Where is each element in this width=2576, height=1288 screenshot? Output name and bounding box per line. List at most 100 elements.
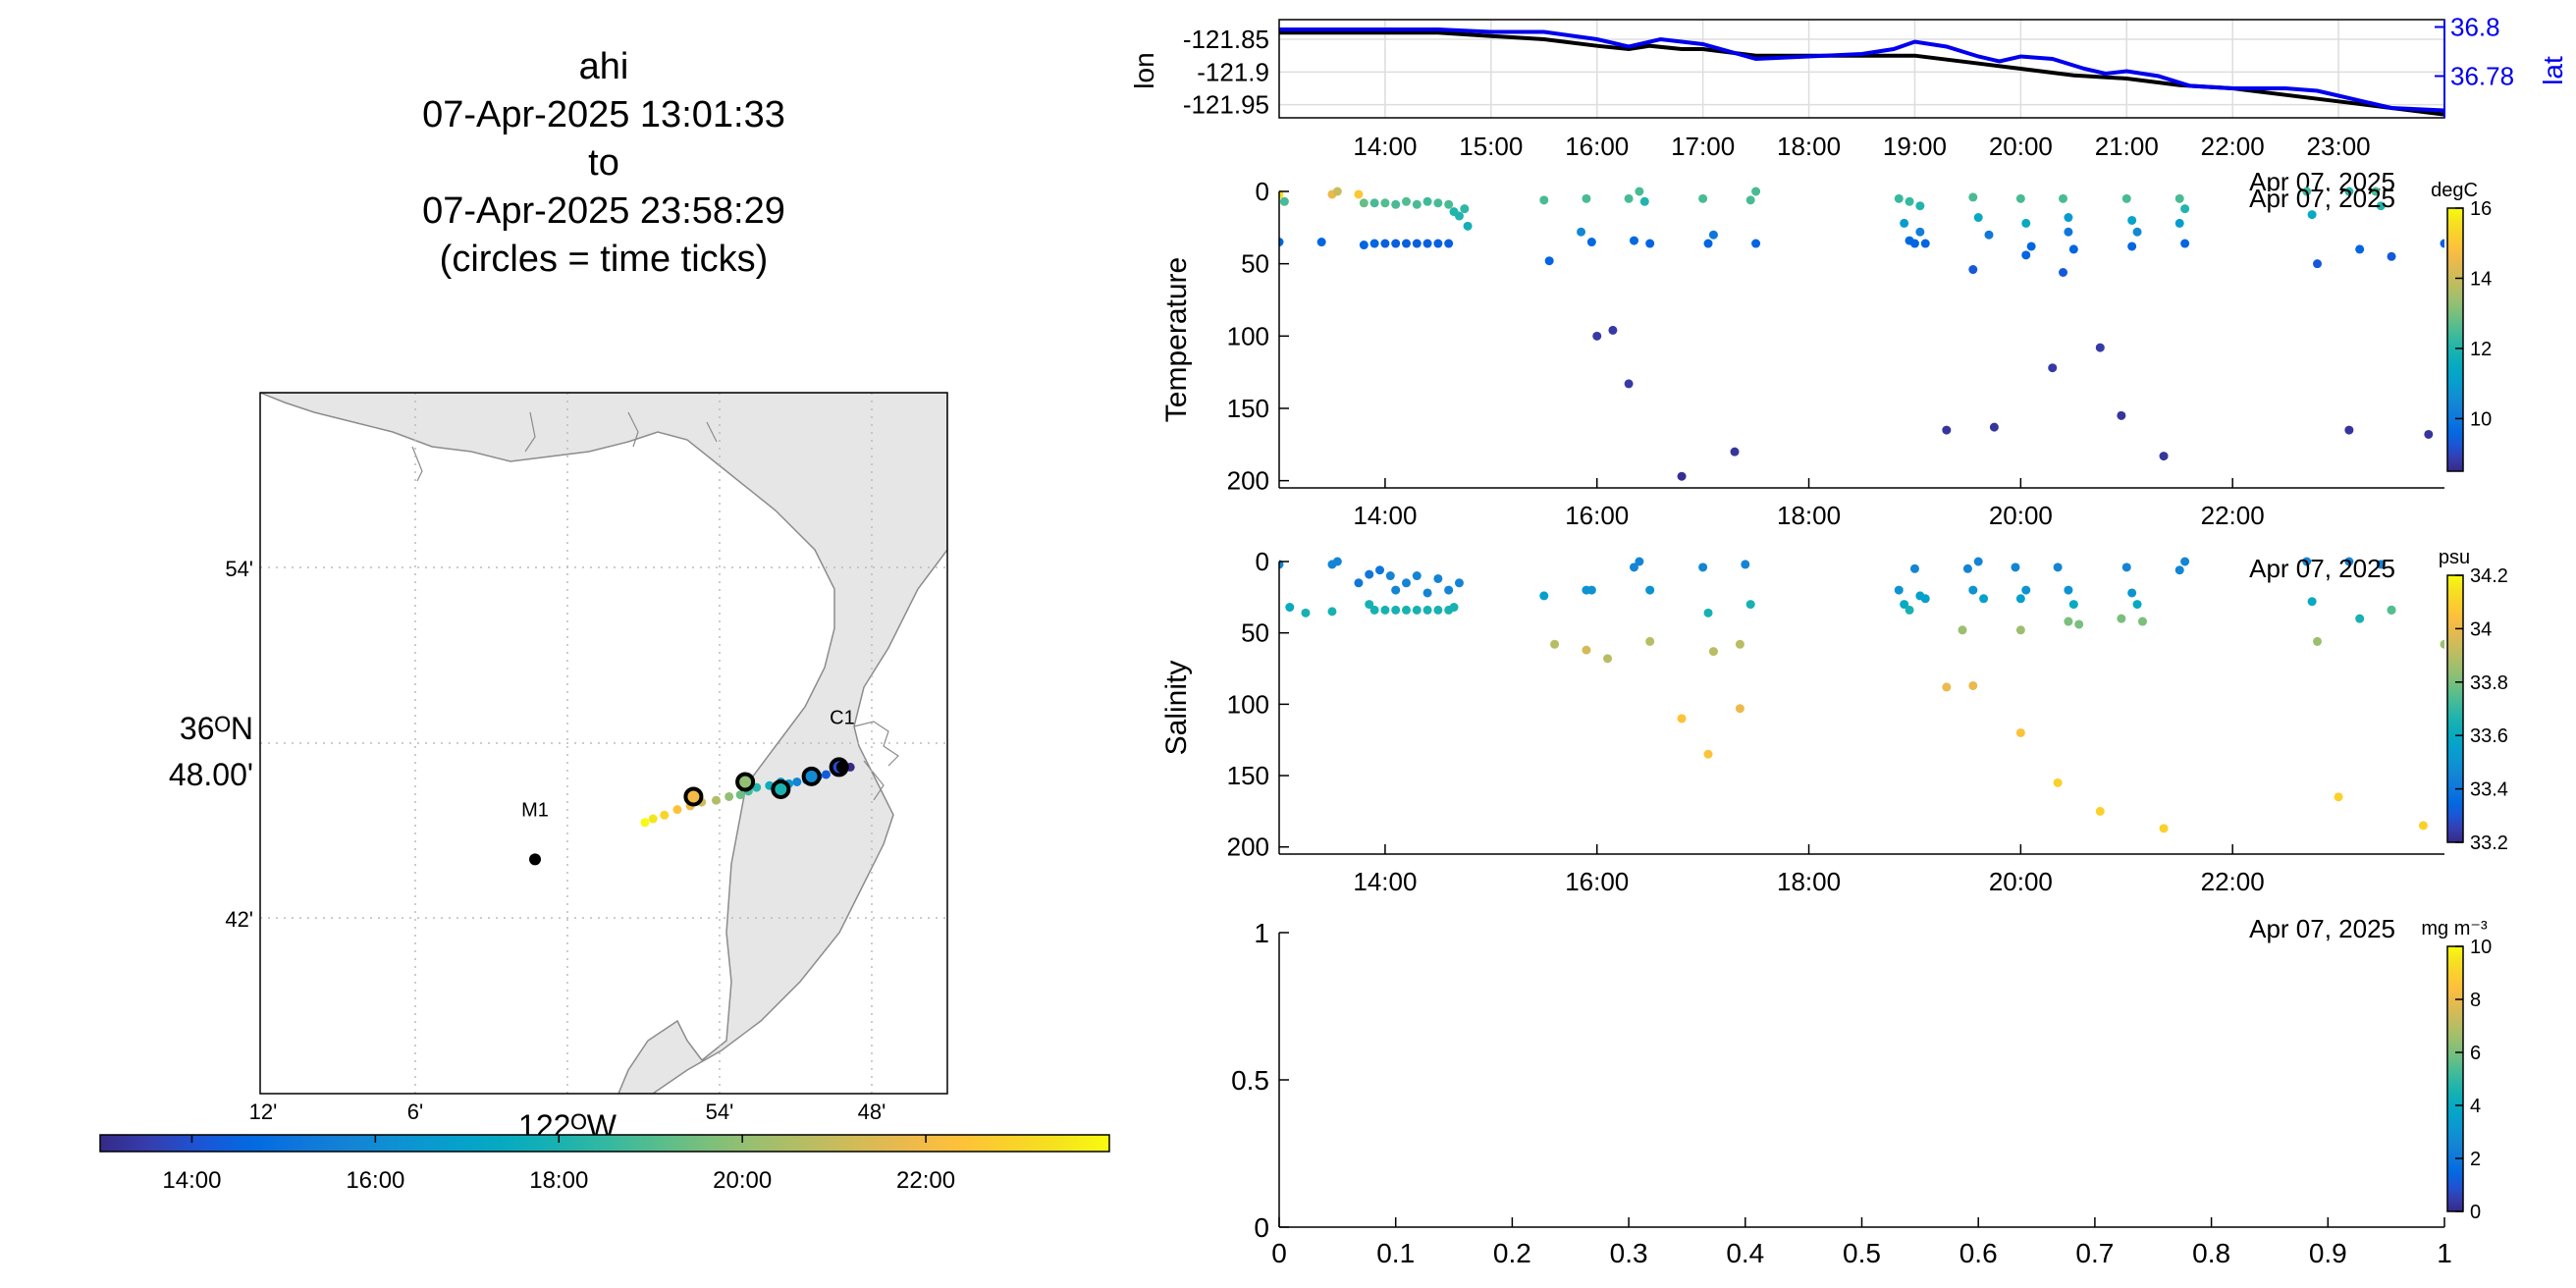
lon-lat-x-tick-label: 21:00: [2095, 132, 2159, 161]
track-point: [660, 810, 670, 820]
track-map: 54' 36ᴼN 48.00' 42' 12' 6' 122ᴼW 54' 48'…: [169, 392, 948, 1144]
data-point: [2180, 204, 2190, 214]
colorbar-tick-label: 4: [2470, 1096, 2481, 1117]
data-point: [1920, 239, 1930, 248]
data-point: [1968, 265, 1978, 275]
map-land: [260, 393, 947, 1094]
title-line-1: ahi: [579, 46, 629, 87]
x-tick-label: 0.3: [1610, 1238, 1648, 1268]
data-point: [1401, 605, 1411, 615]
x-tick-label: 22:00: [2201, 867, 2265, 896]
data-point: [1905, 196, 1914, 206]
data-point: [1401, 578, 1411, 588]
data-point: [2059, 193, 2068, 203]
map-x-tick-6: 6': [407, 1100, 423, 1124]
x-tick-label: 16:00: [1565, 867, 1629, 896]
data-point: [1635, 187, 1644, 196]
data-point: [1920, 594, 1930, 604]
lon-lat-x-tick-label: 19:00: [1883, 132, 1947, 161]
temperature_section-colorbar-units: degC: [2431, 180, 2478, 201]
data-point: [1391, 585, 1401, 595]
data-point: [1365, 569, 1374, 579]
lon-axis-label: lon: [1129, 52, 1159, 88]
x-tick-label: 0.1: [1376, 1238, 1415, 1268]
temperature-panel: 0 50 100 150 200 14:00 16:00 18:00 20:00 22:00 Tem…: [1160, 177, 2492, 530]
data-point: [2344, 425, 2354, 435]
data-point: [1645, 239, 1655, 248]
time-colorbar-tick-label: 14:00: [162, 1167, 221, 1194]
time-colorbar-tick-label: 16:00: [346, 1167, 404, 1194]
data-point: [1369, 198, 1379, 208]
coast-detail: [853, 721, 899, 801]
data-point: [1645, 585, 1655, 595]
y-tick-label: 1: [1254, 918, 1269, 948]
lon-y-tick-label: -121.95: [1183, 90, 1269, 120]
x-tick-label: 0.5: [1843, 1238, 1881, 1268]
data-point: [2371, 187, 2381, 196]
salinity_section-date-label: Apr 07, 2025: [2249, 554, 2395, 583]
data-point: [1698, 193, 1708, 203]
data-point: [2137, 617, 2147, 626]
colorbar-tick-label: 14: [2470, 268, 2492, 290]
x-tick-label: 0.6: [1959, 1238, 1998, 1268]
data-point: [1900, 600, 1909, 610]
station-label: M1: [521, 799, 549, 821]
data-point: [1900, 218, 1909, 228]
data-point: [1444, 239, 1454, 248]
lat-y-tick-label: 36.8: [2450, 13, 2500, 42]
temperature_section-axis-label: Temperature: [1160, 257, 1193, 422]
data-point: [2059, 267, 2068, 277]
data-point: [2015, 727, 2025, 737]
data-point: [1385, 571, 1395, 581]
data-point: [1608, 325, 1618, 335]
map-frame: [259, 392, 948, 1095]
x-tick-label: 0.2: [1493, 1238, 1531, 1268]
data-point: [1586, 585, 1596, 595]
track-point: [648, 814, 658, 824]
data-point: [2159, 824, 2169, 833]
temperature_section-plot-area: [1279, 191, 2444, 488]
data-point: [1698, 563, 1708, 572]
lon-y-tick-label: -121.9: [1197, 57, 1269, 86]
map-x-tick-12: 12': [249, 1100, 278, 1124]
data-point: [2117, 410, 2126, 420]
track-point: [640, 818, 650, 828]
data-point: [2174, 565, 2184, 575]
map-y-tick-42: 42': [225, 907, 253, 932]
data-point: [1422, 239, 1432, 248]
y-tick-label: 200: [1227, 832, 1269, 862]
data-point: [2440, 239, 2444, 248]
temperature_section-points: [1279, 187, 2444, 481]
salinity-panel: 0 50 100 150 200 14:00 16:00 18:00 20:00 22:00 Sal…: [1160, 547, 2508, 896]
data-point: [1454, 578, 1464, 588]
y-tick-label: 50: [1241, 618, 1269, 648]
data-point: [1745, 195, 1755, 205]
lon-lat-x-tick-label: 14:00: [1353, 132, 1417, 161]
title-line-4: 07-Apr-2025 23:58:29: [422, 190, 785, 232]
data-point: [2068, 600, 2078, 610]
data-point: [1979, 594, 1989, 604]
salinity_section-colorbar-units: psu: [2439, 547, 2470, 568]
data-point: [2064, 227, 2073, 237]
data-point: [2344, 557, 2354, 566]
map-y-tick-labels: 54' 36ᴼN 48.00' 42': [169, 557, 253, 932]
data-point: [2376, 560, 2386, 569]
data-point: [1629, 563, 1638, 572]
data-point: [2307, 597, 2317, 607]
station-marker: [835, 761, 848, 774]
x-tick-label: 1: [2437, 1238, 2452, 1268]
data-point: [2313, 636, 2323, 646]
data-point: [2095, 343, 2105, 352]
map-x-tick-48: 48': [858, 1100, 886, 1124]
station-label: C1: [830, 707, 855, 728]
salinity_section-axis-label: Salinity: [1160, 661, 1193, 756]
lon-lat-x-tick-label: 16:00: [1565, 132, 1629, 161]
data-point: [1433, 573, 1443, 583]
data-point: [1380, 239, 1390, 248]
y-tick-label: 100: [1227, 689, 1269, 719]
map-title: ahi 07-Apr-2025 13:01:33 to 07-Apr-2025 …: [422, 46, 785, 280]
data-point: [1365, 600, 1374, 610]
data-point: [1629, 236, 1638, 245]
data-point: [2026, 242, 2036, 251]
data-point: [1741, 560, 1750, 569]
